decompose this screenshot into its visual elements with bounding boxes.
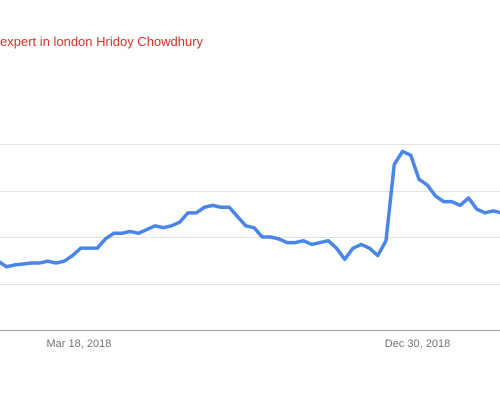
x-tick-label: Mar 18, 2018 bbox=[47, 338, 112, 350]
x-axis-ticks: Mar 18, 2018 Dec 30, 2018 bbox=[47, 338, 451, 350]
grid-lines bbox=[0, 144, 500, 285]
chart-title: expert in london Hridoy Chowdhury bbox=[0, 34, 204, 49]
series-line bbox=[0, 149, 500, 269]
x-tick-label: Dec 30, 2018 bbox=[385, 338, 450, 350]
